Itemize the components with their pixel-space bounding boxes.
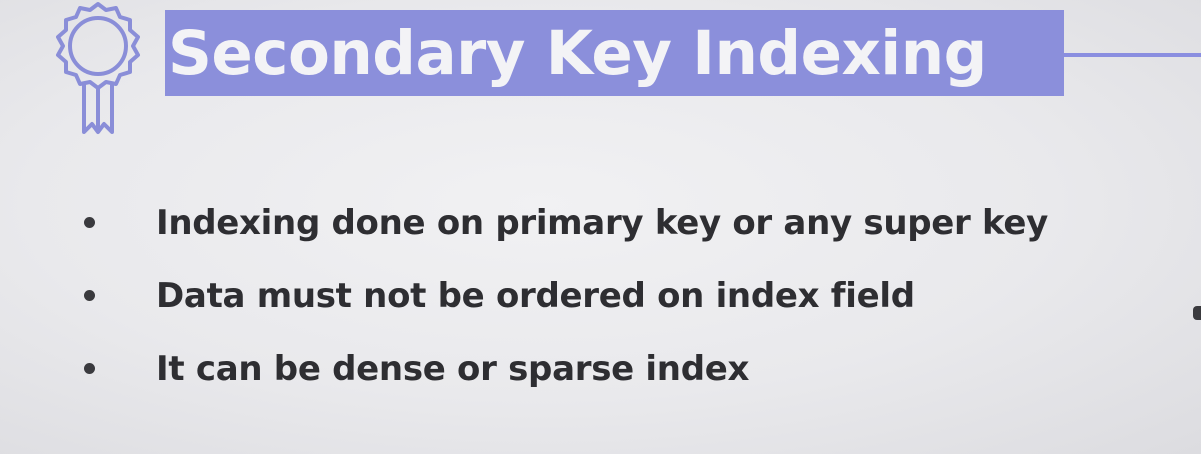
bullet-dot-icon bbox=[84, 217, 95, 228]
bullet-dot-icon bbox=[84, 290, 95, 301]
bullet-text: It can be dense or sparse index bbox=[156, 349, 750, 389]
title-highlight bbox=[165, 10, 1064, 96]
edge-mark bbox=[1193, 306, 1201, 320]
bullet-text: Data must not be ordered on index field bbox=[156, 276, 915, 316]
bullet-text: Indexing done on primary key or any supe… bbox=[156, 203, 1049, 243]
title-underline-bar bbox=[1060, 53, 1201, 57]
bullet-dot-icon bbox=[84, 363, 95, 374]
award-ribbon-icon bbox=[56, 2, 140, 134]
slide-title: Secondary Key Indexing bbox=[168, 18, 987, 89]
